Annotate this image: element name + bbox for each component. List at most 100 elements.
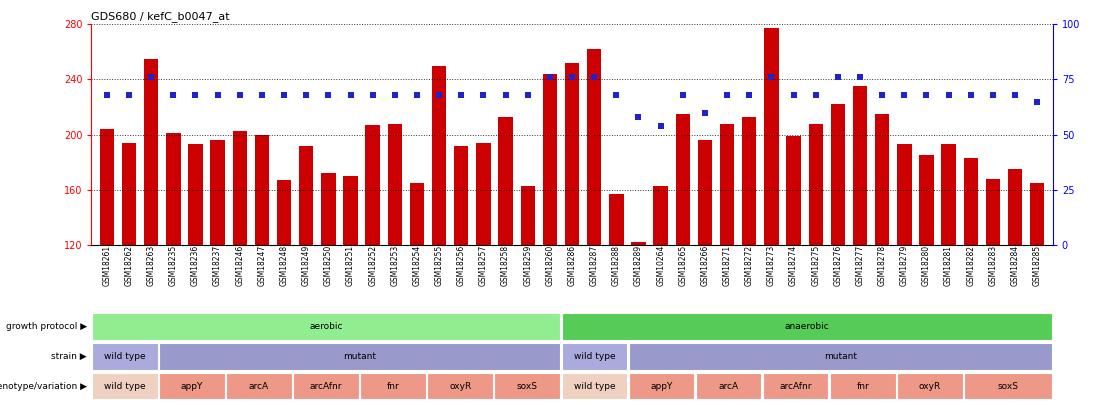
Point [98, 92, 116, 98]
Text: GSM18278: GSM18278 [878, 245, 887, 286]
Bar [628, 373, 694, 399]
Text: appY: appY [651, 382, 673, 391]
Text: GSM18276: GSM18276 [833, 245, 842, 286]
Bar [543, 74, 557, 245]
Bar [520, 186, 535, 245]
Text: GSM18246: GSM18246 [235, 245, 244, 286]
Text: appY: appY [180, 382, 203, 391]
Bar [495, 373, 560, 399]
Bar [99, 129, 114, 245]
Text: GSM18252: GSM18252 [368, 245, 378, 286]
Point [364, 92, 382, 98]
Text: GSM18263: GSM18263 [147, 245, 156, 286]
Bar [92, 343, 158, 369]
Text: GSM18256: GSM18256 [457, 245, 466, 286]
Bar [233, 130, 247, 245]
Bar [897, 373, 962, 399]
Text: mutant: mutant [343, 352, 377, 361]
Bar [476, 143, 490, 245]
Bar [632, 242, 646, 245]
Bar [211, 140, 225, 245]
Bar [675, 114, 690, 245]
Point [741, 92, 759, 98]
Bar [432, 66, 447, 245]
Point [896, 92, 913, 98]
Point [165, 92, 183, 98]
Bar [498, 117, 512, 245]
Point [519, 92, 537, 98]
Text: GSM18236: GSM18236 [190, 245, 199, 286]
Point [674, 92, 692, 98]
Text: oxyR: oxyR [919, 382, 941, 391]
Bar [188, 144, 203, 245]
Text: GSM18285: GSM18285 [1033, 245, 1042, 286]
Text: GSM18258: GSM18258 [501, 245, 510, 286]
Text: GSM18248: GSM18248 [280, 245, 289, 286]
Text: GSM18266: GSM18266 [701, 245, 710, 286]
Point [984, 92, 1001, 98]
Bar [428, 373, 494, 399]
Text: wild type: wild type [574, 382, 615, 391]
Point [851, 74, 869, 81]
Bar [321, 173, 335, 245]
Bar [277, 180, 291, 245]
Bar [874, 114, 889, 245]
Point [652, 123, 670, 129]
Text: GSM18283: GSM18283 [988, 245, 997, 286]
Text: strain ▶: strain ▶ [51, 352, 87, 361]
Text: mutant: mutant [824, 352, 857, 361]
Bar [964, 158, 978, 245]
Bar [144, 59, 158, 245]
Text: wild type: wild type [104, 382, 146, 391]
Bar [561, 343, 627, 369]
Text: GSM18274: GSM18274 [789, 245, 798, 286]
Text: GSM18254: GSM18254 [412, 245, 421, 286]
Bar [1030, 183, 1045, 245]
Bar [121, 143, 136, 245]
Bar [697, 140, 712, 245]
Bar [742, 117, 756, 245]
Point [629, 114, 647, 120]
Text: GSM18257: GSM18257 [479, 245, 488, 286]
Text: wild type: wild type [574, 352, 615, 361]
Text: GSM18262: GSM18262 [125, 245, 134, 286]
Point [918, 92, 936, 98]
Text: GSM10264: GSM10264 [656, 245, 665, 286]
Point [873, 92, 891, 98]
Bar [360, 373, 426, 399]
Bar [159, 373, 225, 399]
Point [208, 92, 226, 98]
Point [585, 74, 603, 81]
Text: GSM18265: GSM18265 [678, 245, 687, 286]
Point [1006, 92, 1024, 98]
Bar [587, 49, 602, 245]
Point [719, 92, 736, 98]
Point [342, 92, 360, 98]
Bar [695, 373, 761, 399]
Point [541, 74, 559, 81]
Point [475, 92, 492, 98]
Text: GSM18272: GSM18272 [745, 245, 754, 286]
Text: aerobic: aerobic [310, 322, 343, 331]
Text: GSM18271: GSM18271 [723, 245, 732, 286]
Bar [299, 146, 313, 245]
Text: GSM18237: GSM18237 [213, 245, 222, 286]
Bar [609, 194, 624, 245]
Bar [561, 313, 1052, 339]
Text: GSM18250: GSM18250 [324, 245, 333, 286]
Text: GSM18286: GSM18286 [567, 245, 577, 286]
Point [320, 92, 338, 98]
Text: GSM18273: GSM18273 [766, 245, 776, 286]
Bar [763, 373, 829, 399]
Text: GSM18253: GSM18253 [390, 245, 399, 286]
Text: genotype/variation ▶: genotype/variation ▶ [0, 382, 87, 391]
Bar [897, 144, 911, 245]
Bar [365, 125, 380, 245]
Point [297, 92, 315, 98]
Point [762, 74, 780, 81]
Bar [92, 313, 560, 339]
Bar [830, 373, 896, 399]
Text: GSM18249: GSM18249 [302, 245, 311, 286]
Text: GSM18260: GSM18260 [546, 245, 555, 286]
Bar [1008, 169, 1023, 245]
